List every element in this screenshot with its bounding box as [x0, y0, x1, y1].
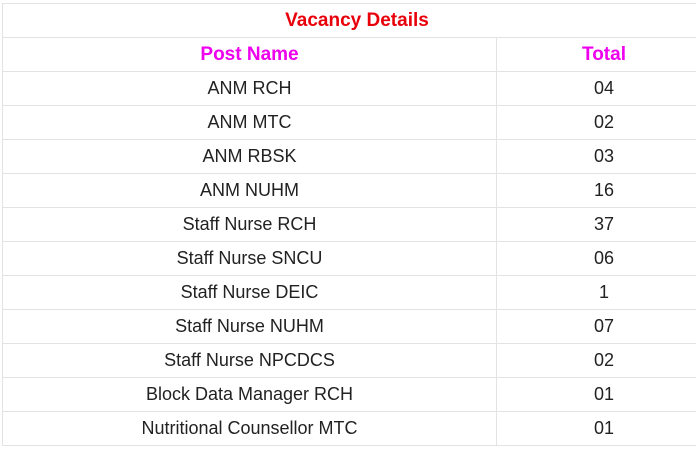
- post-name-cell: ANM RBSK: [2, 139, 497, 174]
- title-row: Vacancy Details: [2, 3, 696, 38]
- table-row: Block Data Manager RCH 01: [2, 377, 696, 412]
- total-cell: 37: [496, 207, 696, 242]
- table-row: Nutritional Counsellor MTC 01: [2, 411, 696, 446]
- header-post-name: Post Name: [2, 37, 497, 72]
- header-total: Total: [496, 37, 696, 72]
- total-cell: 1: [496, 275, 696, 310]
- table-row: ANM NUHM 16: [2, 173, 696, 208]
- post-name-cell: ANM NUHM: [2, 173, 497, 208]
- post-name-cell: Staff Nurse NUHM: [2, 309, 497, 344]
- table-row: ANM MTC 02: [2, 105, 696, 140]
- post-name-cell: ANM RCH: [2, 71, 497, 106]
- table-title: Vacancy Details: [2, 3, 696, 38]
- table-row: ANM RBSK 03: [2, 139, 696, 174]
- header-row: Post Name Total: [2, 37, 696, 72]
- total-cell: 02: [496, 105, 696, 140]
- total-cell: 01: [496, 411, 696, 446]
- post-name-cell: Staff Nurse SNCU: [2, 241, 497, 276]
- total-cell: 16: [496, 173, 696, 208]
- table-row: ANM RCH 04: [2, 71, 696, 106]
- table-row: Staff Nurse RCH 37: [2, 207, 696, 242]
- total-cell: 02: [496, 343, 696, 378]
- total-cell: 04: [496, 71, 696, 106]
- total-cell: 06: [496, 241, 696, 276]
- post-name-cell: Block Data Manager RCH: [2, 377, 497, 412]
- table-row: Staff Nurse NPCDCS 02: [2, 343, 696, 378]
- table-row: Staff Nurse SNCU 06: [2, 241, 696, 276]
- table-row: Staff Nurse DEIC 1: [2, 275, 696, 310]
- vacancy-table: Vacancy Details Post Name Total ANM RCH 0…: [2, 3, 696, 446]
- total-cell: 01: [496, 377, 696, 412]
- post-name-cell: Nutritional Counsellor MTC: [2, 411, 497, 446]
- post-name-cell: Staff Nurse RCH: [2, 207, 497, 242]
- table-row: Staff Nurse NUHM 07: [2, 309, 696, 344]
- post-name-cell: Staff Nurse NPCDCS: [2, 343, 497, 378]
- total-cell: 03: [496, 139, 696, 174]
- total-cell: 07: [496, 309, 696, 344]
- post-name-cell: ANM MTC: [2, 105, 497, 140]
- post-name-cell: Staff Nurse DEIC: [2, 275, 497, 310]
